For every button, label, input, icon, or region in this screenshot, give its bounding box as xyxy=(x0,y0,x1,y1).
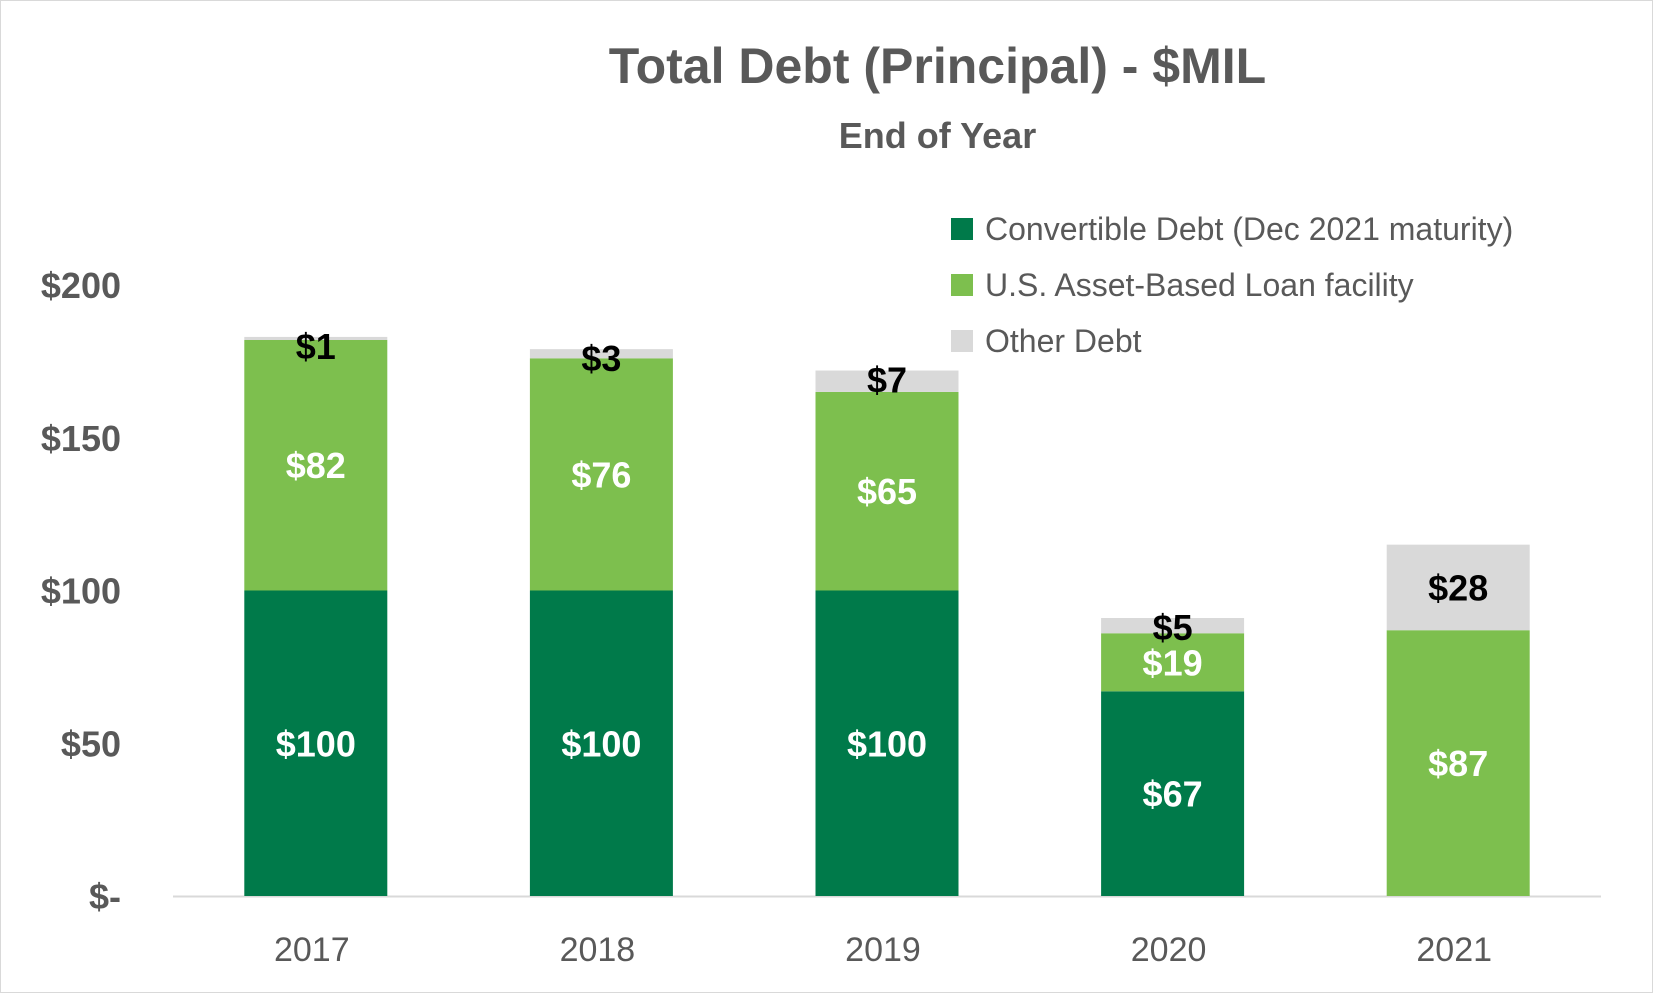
data-label: $7 xyxy=(867,360,907,401)
bar-segment xyxy=(529,590,673,896)
bar-segment xyxy=(1101,691,1245,896)
x-tick-label: 2021 xyxy=(1416,931,1492,969)
legend-item-convertible-debt: Convertible Debt (Dec 2021 maturity) xyxy=(951,201,1513,257)
legend-item-other-debt: Other Debt xyxy=(951,313,1513,369)
bar-segment xyxy=(1101,617,1245,634)
legend-label-convertible-debt: Convertible Debt (Dec 2021 maturity) xyxy=(985,210,1514,247)
y-tick-label: $100 xyxy=(41,571,121,612)
x-tick-label: 2017 xyxy=(274,931,350,969)
data-label: $82 xyxy=(286,445,346,486)
data-label: $3 xyxy=(581,338,621,379)
y-tick-label: $- xyxy=(89,876,121,917)
y-tick-label: $150 xyxy=(41,418,121,459)
data-label: $65 xyxy=(857,471,917,512)
x-tick-label: 2019 xyxy=(845,931,921,969)
legend: Convertible Debt (Dec 2021 maturity) U.S… xyxy=(951,201,1513,369)
data-label: $67 xyxy=(1143,774,1203,815)
chart-subtitle: End of Year xyxy=(838,115,1037,156)
bar-segment xyxy=(529,358,673,591)
x-tick-label: 2020 xyxy=(1131,931,1207,969)
y-tick-label: $50 xyxy=(61,723,121,764)
bar-segment xyxy=(529,349,673,359)
legend-swatch-asset-based-loan xyxy=(951,274,973,296)
bar-segment xyxy=(815,370,959,392)
bar-segment xyxy=(244,336,388,340)
bar-segment xyxy=(815,590,959,896)
legend-item-asset-based-loan: U.S. Asset-Based Loan facility xyxy=(951,257,1513,313)
data-label: $87 xyxy=(1428,743,1488,784)
data-label: $19 xyxy=(1143,642,1203,683)
bar-segment xyxy=(244,339,388,591)
data-label: $5 xyxy=(1153,607,1193,648)
data-label: $76 xyxy=(571,454,631,495)
bar-segment xyxy=(1386,544,1530,631)
legend-label-other-debt: Other Debt xyxy=(985,322,1142,359)
bar-segment xyxy=(815,391,959,591)
bar-segment xyxy=(244,590,388,896)
data-label: $100 xyxy=(276,723,356,764)
data-label: $28 xyxy=(1428,567,1488,608)
legend-swatch-convertible-debt xyxy=(951,218,973,240)
x-tick-label: 2018 xyxy=(560,931,636,969)
chart-title: Total Debt (Principal) - $MIL xyxy=(608,38,1267,94)
legend-swatch-other-debt xyxy=(951,330,973,352)
y-tick-label: $200 xyxy=(41,265,121,306)
data-label: $1 xyxy=(296,326,336,367)
data-label: $100 xyxy=(561,723,641,764)
bar-segment xyxy=(1386,630,1530,896)
data-label: $100 xyxy=(847,723,927,764)
bar-segment xyxy=(1101,633,1245,692)
legend-label-asset-based-loan: U.S. Asset-Based Loan facility xyxy=(985,266,1414,303)
